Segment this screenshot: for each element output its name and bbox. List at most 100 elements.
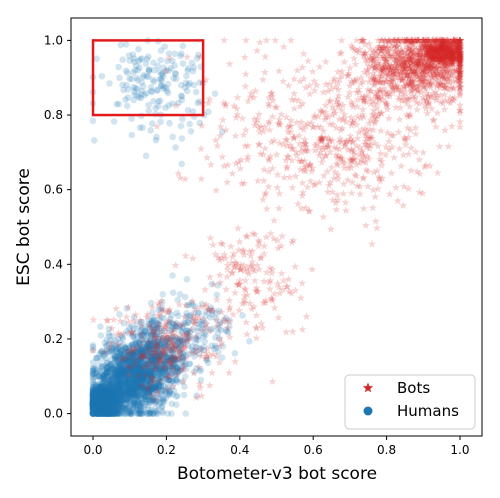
human-point: [109, 391, 117, 399]
human-point: [94, 408, 101, 415]
human-point: [157, 56, 164, 64]
human-point: [116, 398, 123, 406]
human-point: [101, 404, 109, 411]
human-point: [102, 395, 110, 403]
human-point: [104, 404, 112, 411]
human-point: [109, 395, 116, 403]
human-point: [89, 396, 97, 403]
human-point: [101, 397, 108, 405]
human-point: [97, 392, 105, 400]
human-point: [104, 389, 111, 397]
human-point: [89, 394, 97, 402]
human-point: [99, 392, 106, 400]
human-point: [96, 390, 103, 397]
bot-point: [433, 108, 442, 117]
human-point: [106, 392, 113, 399]
human-point: [93, 392, 101, 399]
human-point: [114, 405, 121, 413]
human-point: [97, 396, 104, 403]
human-point: [89, 397, 97, 405]
human-point: [105, 410, 112, 417]
human-point: [102, 399, 110, 407]
human-point: [108, 391, 115, 399]
human-point: [97, 390, 105, 398]
human-point: [111, 388, 118, 396]
human-point: [106, 409, 114, 417]
human-point: [94, 401, 101, 408]
human-point: [130, 96, 137, 104]
human-point: [92, 402, 99, 409]
human-point: [104, 406, 111, 414]
human-point: [178, 135, 186, 142]
human-point: [89, 397, 97, 404]
human-point: [89, 400, 97, 408]
human-point: [102, 410, 110, 417]
human-point: [95, 398, 102, 406]
human-point: [121, 404, 128, 412]
human-point: [89, 402, 97, 409]
human-point: [92, 402, 99, 409]
human-point: [105, 394, 112, 402]
human-point: [164, 89, 172, 97]
human-point: [101, 386, 108, 394]
human-point: [93, 405, 101, 412]
data-points: [89, 36, 464, 417]
human-point: [98, 388, 105, 395]
human-point: [98, 391, 105, 399]
human-point: [98, 409, 105, 417]
human-point: [106, 80, 113, 87]
human-point: [92, 410, 100, 417]
human-point: [102, 404, 109, 411]
human-point: [188, 59, 196, 67]
human-point: [102, 398, 109, 406]
bot-point: [272, 150, 281, 159]
bot-point: [218, 152, 227, 161]
human-point: [106, 410, 113, 417]
human-point: [157, 75, 165, 83]
human-point: [101, 398, 109, 406]
human-point: [95, 402, 103, 409]
human-point: [92, 402, 100, 410]
human-point: [97, 398, 104, 405]
human-point: [98, 402, 106, 410]
human-point: [89, 390, 97, 397]
human-point: [99, 399, 107, 407]
human-point: [95, 410, 103, 417]
human-point: [90, 396, 97, 404]
human-point: [180, 391, 188, 399]
bot-point: [332, 205, 341, 214]
human-point: [100, 389, 107, 396]
human-point: [89, 402, 97, 409]
human-point: [95, 399, 102, 406]
human-point: [104, 389, 111, 396]
human-point: [110, 381, 118, 389]
human-point: [104, 393, 111, 401]
human-point: [101, 406, 109, 413]
human-point: [118, 392, 125, 400]
human-point: [101, 406, 108, 414]
human-point: [101, 401, 109, 409]
human-point: [100, 401, 107, 409]
human-point: [99, 400, 107, 408]
human-point: [94, 392, 102, 400]
human-point: [110, 118, 118, 125]
human-point: [239, 312, 246, 319]
human-point: [99, 392, 107, 399]
human-point: [95, 398, 102, 406]
human-point: [135, 45, 142, 53]
human-point: [101, 405, 109, 413]
human-point: [95, 389, 102, 397]
human-point: [107, 410, 115, 417]
human-point: [89, 398, 97, 406]
human-point: [101, 397, 109, 404]
human-point: [108, 391, 116, 399]
human-point: [113, 405, 121, 413]
human-point: [90, 404, 97, 412]
human-point: [103, 396, 110, 403]
human-point: [96, 400, 104, 407]
human-point: [109, 395, 116, 403]
human-point: [105, 389, 113, 396]
human-point: [102, 400, 109, 408]
human-point: [94, 388, 101, 395]
human-point: [187, 128, 195, 135]
